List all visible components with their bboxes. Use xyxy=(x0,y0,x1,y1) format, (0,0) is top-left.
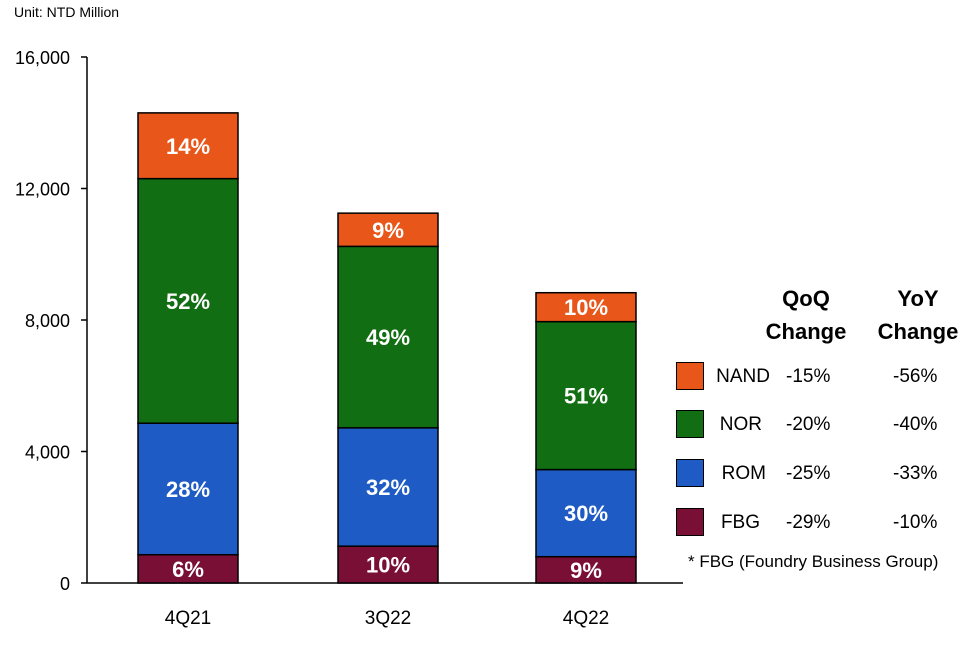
legend-qoq-rom: -25% xyxy=(786,463,831,484)
y-tick-label: 16,000 xyxy=(15,48,70,68)
bar-segment-nor-4q21 xyxy=(137,177,239,424)
y-tick-label: 0 xyxy=(60,574,70,594)
qoq-header: QoQ Change xyxy=(756,282,856,348)
bar-segment-nor-3q22 xyxy=(337,245,439,429)
data-label-nor-4q21: 52% xyxy=(166,289,210,314)
legend-swatch-nor xyxy=(676,410,704,438)
unit-label: Unit: NTD Million xyxy=(14,4,120,20)
bar-segment-nand-4q22 xyxy=(535,291,637,323)
data-label-nand-3q22: 9% xyxy=(372,218,404,243)
data-label-nor-4q22: 51% xyxy=(564,384,608,409)
data-label-fbg-4q21: 6% xyxy=(172,557,204,582)
y-tick-label: 4,000 xyxy=(25,443,70,463)
data-label-fbg-3q22: 10% xyxy=(366,553,410,578)
legend-yoy-rom: -33% xyxy=(893,463,938,484)
qoq-header-line1: QoQ xyxy=(782,286,830,311)
x-category-label: 3Q22 xyxy=(365,608,411,629)
yoy-header-line1: YoY xyxy=(897,286,939,311)
x-category-label: 4Q22 xyxy=(563,608,609,629)
legend-name-nor: NOR xyxy=(719,414,762,435)
data-label-rom-4q21: 28% xyxy=(166,477,210,502)
data-label-rom-4q22: 30% xyxy=(564,501,608,526)
legend-yoy-nand: -56% xyxy=(893,366,938,387)
data-label-fbg-4q22: 9% xyxy=(570,558,602,583)
qoq-header-line2: Change xyxy=(765,319,847,344)
bar-segment-rom-3q22 xyxy=(337,427,439,547)
yoy-header: YoY Change xyxy=(872,282,961,348)
legend-swatch-nand xyxy=(676,362,704,390)
legend-swatch-fbg xyxy=(676,508,704,536)
legend-yoy-nor: -40% xyxy=(893,414,938,435)
data-label-rom-3q22: 32% xyxy=(366,475,410,500)
bar-segment-nand-3q22 xyxy=(337,212,439,248)
legend-yoy-fbg: -10% xyxy=(893,512,938,533)
bar-segment-rom-4q22 xyxy=(535,468,637,558)
data-label-nand-4q22: 10% xyxy=(564,295,608,320)
legend-swatch-rom xyxy=(676,459,704,487)
yoy-header-line2: Change xyxy=(877,319,959,344)
footnote: * FBG (Foundry Business Group) xyxy=(688,552,939,571)
data-label-nor-3q22: 49% xyxy=(366,325,410,350)
bar-segment-rom-4q21 xyxy=(137,422,239,556)
legend-name-rom: ROM xyxy=(721,463,766,484)
legend-qoq-fbg: -29% xyxy=(786,512,831,533)
bar-segment-nand-4q21 xyxy=(137,112,239,180)
bar-segment-fbg-4q22 xyxy=(535,555,637,584)
legend-name-fbg: FBG xyxy=(720,512,760,533)
y-tick-label: 8,000 xyxy=(25,311,70,331)
bar-segment-nor-4q22 xyxy=(535,320,637,471)
y-tick-label: 12,000 xyxy=(15,180,70,200)
legend-qoq-nor: -20% xyxy=(786,414,831,435)
bar-segment-fbg-4q21 xyxy=(137,553,239,584)
legend-qoq-nand: -15% xyxy=(786,366,831,387)
x-category-label: 4Q21 xyxy=(165,608,211,629)
data-label-nand-4q21: 14% xyxy=(166,134,210,159)
legend-name-nand: NAND xyxy=(716,366,770,387)
